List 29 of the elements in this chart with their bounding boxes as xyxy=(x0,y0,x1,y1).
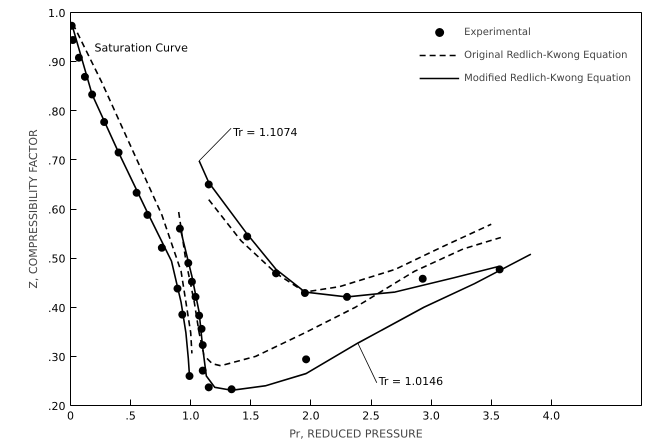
y-tick-label: .60 xyxy=(48,204,66,216)
annotation: Tr = 1.0146 xyxy=(378,375,444,388)
y-tick-label: .90 xyxy=(48,56,66,70)
y-tick-label: .20 xyxy=(48,400,66,413)
legend-label: Experimental xyxy=(464,26,531,38)
x-tick-label: 3.0 xyxy=(422,410,440,422)
y-axis-title: Z, COMPRESSIBILITY FACTOR xyxy=(27,129,40,289)
x-tick-label: .5 xyxy=(125,410,136,422)
x-tick-label: 1.0 xyxy=(182,410,200,422)
annotation: Saturation Curve xyxy=(94,41,188,54)
y-tick-label: .50 xyxy=(48,252,66,266)
point xyxy=(418,274,427,283)
y-tick-label: .30 xyxy=(48,350,66,364)
x-tick-label: 0 xyxy=(67,410,74,422)
y-tick-label: .40 xyxy=(48,302,66,315)
x-tick-label: 1.5 xyxy=(242,410,260,422)
y-tick-label: .80 xyxy=(48,105,66,118)
legend-label: Original Redlich-Kwong Equation xyxy=(464,50,628,60)
y-tick-label: .70 xyxy=(48,154,66,168)
x-tick-label: 2.5 xyxy=(362,410,380,422)
annotation: Tr = 1.1074 xyxy=(232,126,298,139)
x-axis-title: Pr, REDUCED PRESSURE xyxy=(289,428,423,440)
point xyxy=(302,355,310,364)
y-tick-label: 1.0 xyxy=(48,7,66,20)
x-tick-label: 2.0 xyxy=(302,410,320,422)
x-tick-label: 4.0 xyxy=(542,410,560,422)
legend-label: Modified Redlich-Kwong Equation xyxy=(464,72,631,84)
point xyxy=(204,383,213,392)
x-tick-label: 3.5 xyxy=(482,410,500,422)
